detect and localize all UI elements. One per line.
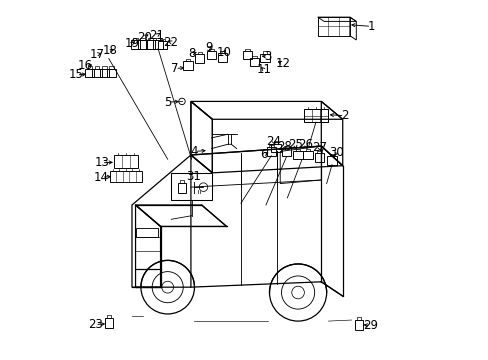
Text: 30: 30: [328, 146, 344, 159]
Bar: [85, 68, 94, 77]
Bar: [107, 68, 116, 77]
Bar: [177, 183, 186, 193]
Text: 5: 5: [163, 96, 171, 109]
Bar: [217, 53, 226, 62]
Text: 27: 27: [311, 141, 326, 154]
Text: 23: 23: [87, 318, 102, 331]
Bar: [282, 148, 291, 157]
Text: 31: 31: [186, 170, 201, 183]
Text: 14: 14: [94, 171, 109, 184]
Text: 2: 2: [340, 109, 347, 122]
Text: 3: 3: [264, 50, 271, 63]
Bar: [100, 68, 109, 77]
Text: 11: 11: [256, 63, 271, 76]
Bar: [271, 144, 280, 152]
Bar: [138, 40, 147, 49]
Bar: [183, 62, 192, 70]
Bar: [304, 109, 327, 122]
Text: 16: 16: [78, 59, 93, 72]
Text: 9: 9: [205, 41, 213, 54]
Text: 15: 15: [69, 68, 84, 81]
Text: 13: 13: [94, 156, 109, 169]
Bar: [293, 151, 302, 159]
Text: 20: 20: [137, 31, 152, 44]
Bar: [153, 40, 163, 49]
Text: 17: 17: [90, 48, 104, 61]
Bar: [354, 320, 362, 330]
Bar: [157, 41, 166, 49]
Bar: [314, 153, 324, 162]
Bar: [110, 171, 142, 182]
Bar: [195, 54, 204, 63]
Text: 28: 28: [277, 140, 291, 153]
Text: 8: 8: [188, 47, 195, 60]
Bar: [249, 58, 259, 66]
Text: 21: 21: [149, 29, 164, 42]
Text: 7: 7: [171, 62, 179, 75]
Bar: [206, 51, 216, 59]
Bar: [242, 51, 251, 59]
Bar: [131, 40, 140, 49]
Bar: [145, 40, 155, 49]
Bar: [266, 147, 275, 156]
Text: 10: 10: [216, 46, 231, 59]
Text: 18: 18: [103, 44, 118, 57]
Bar: [326, 156, 336, 165]
Text: 19: 19: [124, 37, 139, 50]
Bar: [92, 68, 102, 77]
Bar: [136, 228, 157, 237]
Bar: [303, 151, 312, 159]
Text: 22: 22: [163, 36, 178, 49]
Text: 1: 1: [367, 20, 374, 33]
Text: 29: 29: [362, 319, 377, 332]
Bar: [171, 173, 212, 200]
Text: 4: 4: [190, 145, 198, 158]
Bar: [317, 17, 349, 36]
Bar: [114, 155, 138, 168]
Text: 26: 26: [298, 139, 313, 152]
Text: 12: 12: [275, 57, 290, 70]
Text: 24: 24: [266, 135, 281, 148]
Bar: [260, 54, 269, 62]
Text: 6: 6: [260, 148, 267, 161]
Text: 25: 25: [287, 139, 302, 152]
Bar: [104, 318, 112, 328]
